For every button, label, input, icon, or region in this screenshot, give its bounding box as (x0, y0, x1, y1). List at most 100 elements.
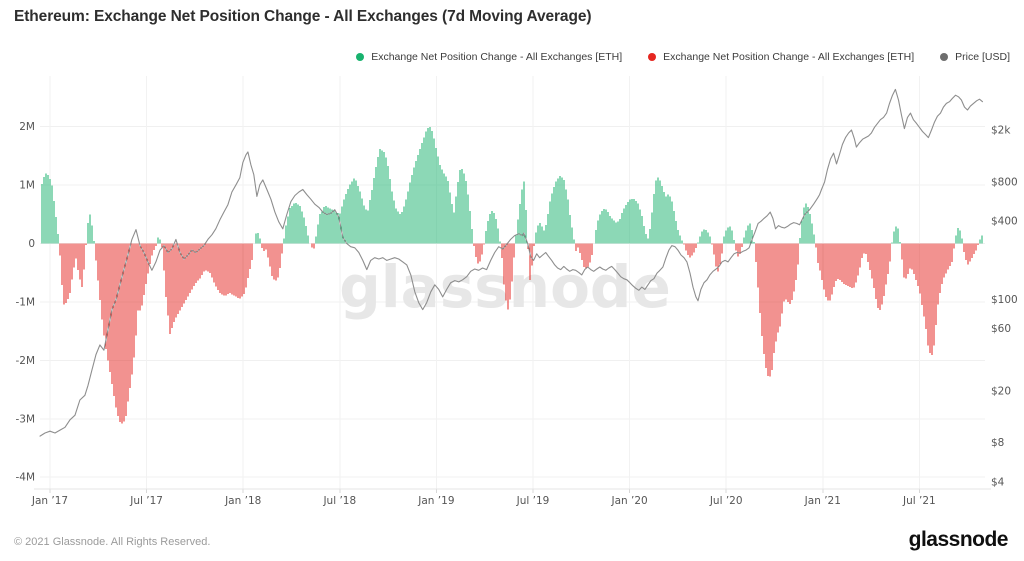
y-axis-right-tick: $2k (991, 125, 1011, 137)
x-axis-tick: Jan ’21 (804, 495, 841, 507)
y-axis-left-labels: 2M 1M 0 -1M -2M -3M -4M (15, 121, 35, 484)
net-position-bar (361, 198, 363, 244)
x-axis-labels: Jan ’17 Jul ’17 Jan ’18 Jul ’18 Jan ’19 Jul ’… (31, 495, 936, 507)
net-position-bar (177, 243, 179, 315)
net-position-bar (475, 243, 477, 258)
net-position-bar (375, 166, 377, 244)
net-position-bar (855, 243, 857, 283)
net-position-bar (885, 243, 887, 285)
net-position-bar (219, 243, 221, 294)
net-position-bar (563, 180, 565, 244)
net-position-bar (195, 243, 197, 284)
net-position-bar (427, 128, 429, 244)
net-position-bar (787, 243, 789, 303)
net-position-bar (109, 243, 111, 372)
legend-item-price[interactable]: Price [USD] (940, 51, 1010, 63)
net-position-bar (869, 243, 871, 270)
net-position-bar (297, 204, 299, 244)
net-position-bar (485, 231, 487, 244)
net-position-bar (957, 227, 959, 244)
net-position-bar (977, 243, 979, 245)
net-position-bar (495, 218, 497, 244)
net-position-bar (457, 182, 459, 244)
net-position-bar (449, 192, 451, 244)
net-position-bar (215, 243, 217, 287)
net-position-bar (805, 203, 807, 244)
net-position-bar (385, 157, 387, 244)
net-position-bar (295, 203, 297, 244)
net-position-bar (261, 243, 263, 249)
net-position-bar (365, 209, 367, 244)
y-axis-left-tick: 0 (28, 238, 35, 250)
net-position-bar (487, 220, 489, 244)
net-position-bar (129, 243, 131, 388)
net-position-bar (303, 217, 305, 244)
y-axis-left-tick: 1M (19, 179, 35, 191)
net-position-bar (81, 243, 83, 288)
net-position-bar (833, 243, 835, 288)
net-position-bar (717, 243, 719, 272)
net-position-bar (379, 148, 381, 244)
net-position-bar (879, 243, 881, 311)
net-position-bar (927, 243, 929, 346)
net-position-bar (433, 138, 435, 244)
net-position-bar (395, 208, 397, 244)
net-position-bar (505, 243, 507, 301)
net-position-bar (169, 243, 171, 334)
net-position-bar (981, 235, 983, 244)
net-position-bar (945, 243, 947, 274)
net-position-bar (265, 243, 267, 250)
net-position-bar (333, 210, 335, 244)
net-position-bar (513, 243, 515, 258)
net-position-bar (745, 230, 747, 244)
net-position-bar (203, 243, 205, 272)
net-position-bar (709, 236, 711, 244)
net-position-bar (735, 243, 737, 251)
y-axis-right-tick: $4 (991, 476, 1005, 488)
net-position-bar (859, 243, 861, 268)
net-position-bar (737, 243, 739, 257)
net-position-bar (493, 213, 495, 244)
net-position-bar (403, 206, 405, 244)
net-position-bar (415, 160, 417, 244)
net-position-bar (679, 235, 681, 244)
net-position-bar (57, 234, 59, 244)
net-position-bar (921, 243, 923, 306)
net-position-bar (459, 170, 461, 244)
net-position-bar (789, 243, 791, 305)
net-position-bar (335, 211, 337, 244)
net-position-bar (175, 243, 177, 318)
net-position-bar (153, 243, 155, 251)
net-position-bar (845, 243, 847, 285)
net-position-bar (761, 243, 763, 337)
net-position-bar (853, 243, 855, 288)
x-axis-tick: Jul ’19 (516, 495, 550, 507)
net-position-bar (307, 235, 309, 244)
net-position-bar (591, 243, 593, 255)
net-position-bar (753, 241, 755, 244)
net-position-bar (145, 243, 147, 284)
net-position-bar (521, 189, 523, 244)
net-position-bar (835, 243, 837, 281)
net-position-bar (543, 230, 545, 244)
net-position-bar (887, 243, 889, 275)
legend-item-net-inflow[interactable]: Exchange Net Position Change - All Excha… (356, 51, 622, 63)
net-position-bar (47, 175, 49, 244)
net-position-bar (531, 243, 533, 266)
legend-item-net-outflow[interactable]: Exchange Net Position Change - All Excha… (648, 51, 914, 63)
net-position-bar (465, 181, 467, 244)
net-position-bar (639, 209, 641, 244)
net-position-bar (971, 243, 973, 258)
net-position-bar (437, 156, 439, 244)
net-position-bar (387, 165, 389, 244)
net-position-bar (255, 233, 257, 244)
net-position-bar (941, 243, 943, 285)
net-position-bar (755, 243, 757, 263)
net-position-bar (783, 243, 785, 302)
net-position-bar (619, 218, 621, 244)
net-position-bar (627, 201, 629, 244)
net-position-bar (759, 243, 761, 314)
net-position-bar (811, 223, 813, 244)
net-position-bar (89, 214, 91, 244)
net-position-bar (819, 243, 821, 271)
